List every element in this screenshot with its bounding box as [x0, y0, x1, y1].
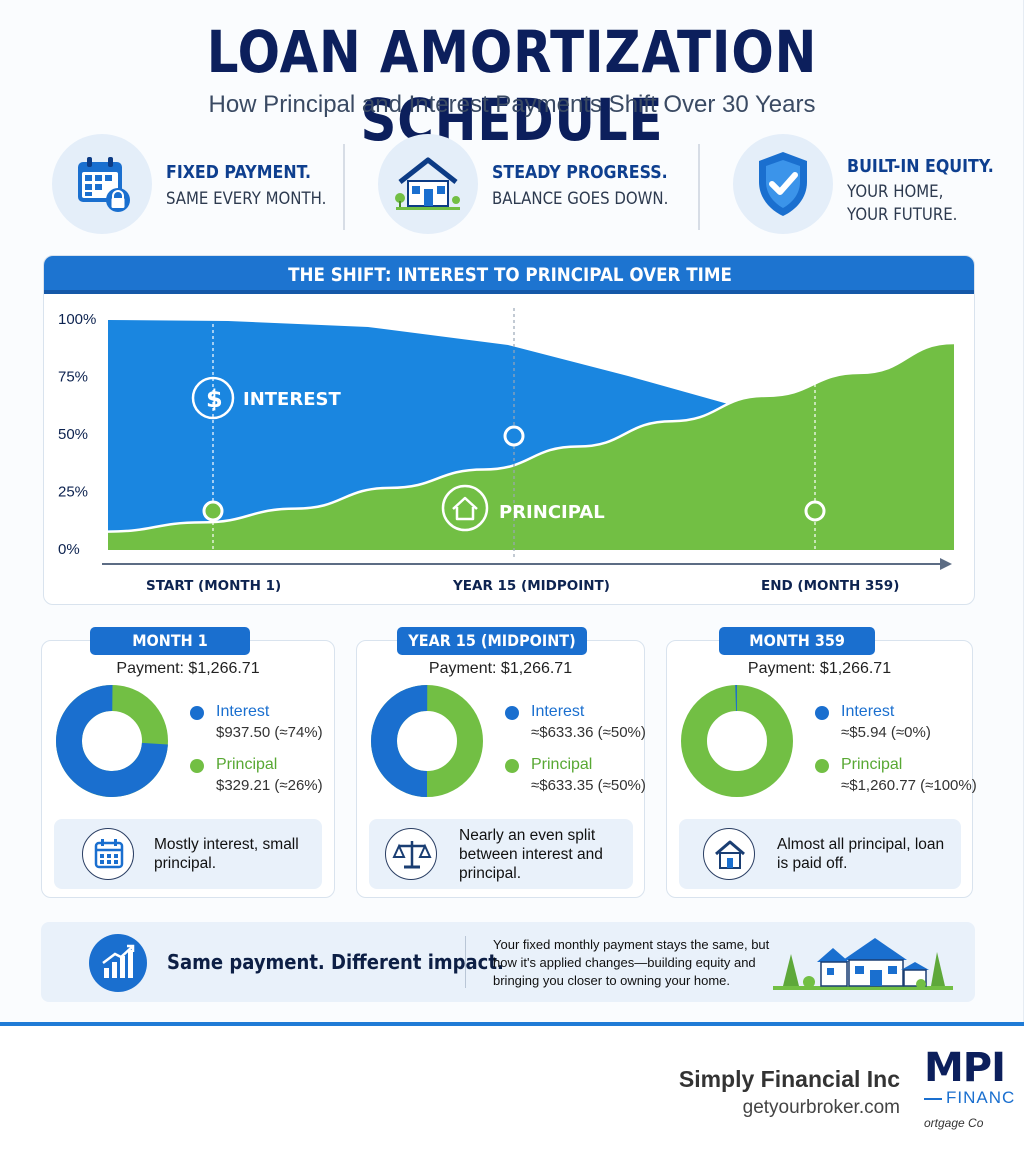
payment-amount: Payment: $1,266.71 — [428, 660, 573, 677]
interest-dot — [505, 706, 519, 720]
house-illustration-icon — [773, 938, 953, 990]
house-icon — [703, 828, 755, 880]
donut-interest-slice — [681, 685, 793, 797]
feature-subtitle: BALANCE GOES DOWN. — [492, 189, 669, 209]
house-icon — [395, 157, 460, 210]
legend-label: Interest — [841, 703, 895, 720]
calendar-lock-icon — [78, 157, 130, 212]
shield-check-icon — [759, 152, 807, 216]
marker-dot — [202, 500, 224, 522]
note-box: Almost all principal, loan is paid off. — [679, 819, 961, 889]
legend-value: $329.21 (≈26%) — [216, 777, 323, 794]
calendar-icon — [82, 828, 134, 880]
x-axis-arrow — [940, 558, 952, 570]
principal-boundary-line — [107, 341, 955, 533]
interest-dot — [815, 706, 829, 720]
x-marker-label: YEAR 15 (MIDPOINT) — [452, 578, 610, 594]
footer-divider — [0, 1022, 1024, 1026]
principal-area — [108, 343, 954, 550]
y-tick-label: 75% — [58, 369, 88, 386]
donut-chart — [681, 685, 793, 797]
payment-amount: Payment: $1,266.71 — [747, 660, 892, 677]
interest-dot — [190, 706, 204, 720]
divider — [343, 144, 345, 230]
feature-subtitle: SAME EVERY MONTH. — [166, 189, 327, 209]
legend-label: Interest — [216, 703, 270, 720]
legend-value: ≈$633.36 (≈50%) — [531, 724, 646, 741]
legend-value: ≈$5.94 (≈0%) — [841, 724, 931, 741]
month-tag: MONTH 359 — [719, 627, 875, 655]
payment-amount: Payment: $1,266.71 — [116, 660, 260, 677]
principal-dot — [190, 759, 204, 773]
marker-dot — [503, 425, 525, 447]
feature-title: STEADY PROGRESS. — [492, 162, 668, 183]
legend-value: ≈$1,260.77 (≈100%) — [841, 777, 977, 794]
month-card-year-15: YEAR 15 (MIDPOINT) Payment: $1,266.71 In… — [356, 627, 646, 898]
divider — [465, 936, 466, 988]
bar-chart-up-icon — [89, 934, 147, 992]
page-title: LOAN AMORTIZATION SCHEDULE — [206, 18, 818, 154]
month-tag: MONTH 1 — [90, 627, 250, 655]
y-tick-label: 25% — [58, 484, 88, 501]
donut-interest-slice — [56, 685, 168, 797]
legend-value: ≈$633.35 (≈50%) — [531, 777, 646, 794]
legend-label: Principal — [531, 756, 593, 773]
banner-text: Your fixed monthly payment stays the sam… — [493, 937, 770, 988]
brand-block: Simply Financial Inc getyourbroker.com — [679, 1066, 900, 1119]
company-logo: MPI FINANC ortgage Co — [924, 1048, 1016, 1130]
scale-icon — [385, 828, 437, 880]
y-tick-label: 0% — [58, 541, 80, 558]
legend-label: Principal — [216, 756, 278, 773]
donut-principal-slice — [681, 685, 793, 797]
divider — [698, 144, 700, 230]
feature-steady-progress: STEADY PROGRESS. BALANCE GOES DOWN. — [378, 134, 678, 238]
brand-url[interactable]: getyourbroker.com — [742, 1097, 900, 1118]
donut-chart — [371, 685, 483, 797]
y-tick-label: 100% — [58, 311, 96, 328]
dollar-icon-glyph: $ — [206, 385, 223, 413]
brand-name: Simply Financial Inc — [678, 1066, 900, 1092]
note-box: Nearly an even split between interest an… — [369, 819, 633, 889]
feature-subtitle: YOUR FUTURE. — [847, 205, 958, 225]
marker-dot — [804, 500, 826, 522]
x-marker-label: END (MONTH 359) — [761, 578, 899, 594]
feature-fixed-payment: FIXED PAYMENT. SAME EVERY MONTH. — [52, 134, 342, 238]
donut-chart — [56, 685, 168, 797]
feature-title: BUILT-IN EQUITY. — [847, 156, 994, 177]
principal-dot — [505, 759, 519, 773]
banner-title: Same payment. Different impact. — [167, 950, 504, 974]
y-tick-label: 50% — [58, 426, 88, 443]
series-label-interest: INTEREST — [243, 389, 341, 410]
series-label-principal: PRINCIPAL — [499, 502, 605, 523]
house-icon — [441, 484, 489, 532]
month-card-month-359: MONTH 359 Payment: $1,266.71 Interest ≈$… — [666, 627, 977, 898]
month-tag: YEAR 15 (MIDPOINT) — [397, 627, 587, 655]
month-card-month-1: MONTH 1 Payment: $1,266.71 Interest $937… — [41, 627, 335, 898]
house-icon-shape — [452, 496, 478, 521]
note-text: Mostly interest, small principal. — [154, 836, 299, 872]
feature-built-in-equity: BUILT-IN EQUITY. YOUR HOME, YOUR FUTURE. — [733, 134, 1003, 238]
chart-header: THE SHIFT: INTEREST TO PRINCIPAL OVER TI… — [44, 256, 974, 294]
note-text: Nearly an even split between interest an… — [459, 826, 603, 882]
feature-subtitle: YOUR HOME, — [847, 182, 944, 202]
legend-label: Principal — [841, 756, 903, 773]
legend-label: Interest — [531, 703, 585, 720]
area-chart: 100% 75% 50% 25% 0% START (MONTH 1) YEAR 15 (M… — [58, 308, 955, 594]
note-box: Mostly interest, small principal. — [54, 819, 322, 889]
donut-interest-slice — [371, 685, 483, 797]
x-marker-label: START (MONTH 1) — [146, 578, 281, 594]
feature-title: FIXED PAYMENT. — [166, 162, 312, 183]
dollar-icon — [191, 376, 235, 420]
note-text: Almost all principal, loan is paid off. — [777, 836, 945, 872]
page-subtitle: How Principal and Interest Payments Shif… — [208, 91, 816, 118]
summary-banner: Same payment. Different impact. Your fix… — [41, 922, 975, 1002]
principal-dot — [815, 759, 829, 773]
area-chart-card: THE SHIFT: INTEREST TO PRINCIPAL OVER TI… — [43, 255, 975, 605]
legend-value: $937.50 (≈74%) — [216, 724, 323, 741]
chart-title: THE SHIFT: INTEREST TO PRINCIPAL OVER TI… — [288, 264, 732, 286]
